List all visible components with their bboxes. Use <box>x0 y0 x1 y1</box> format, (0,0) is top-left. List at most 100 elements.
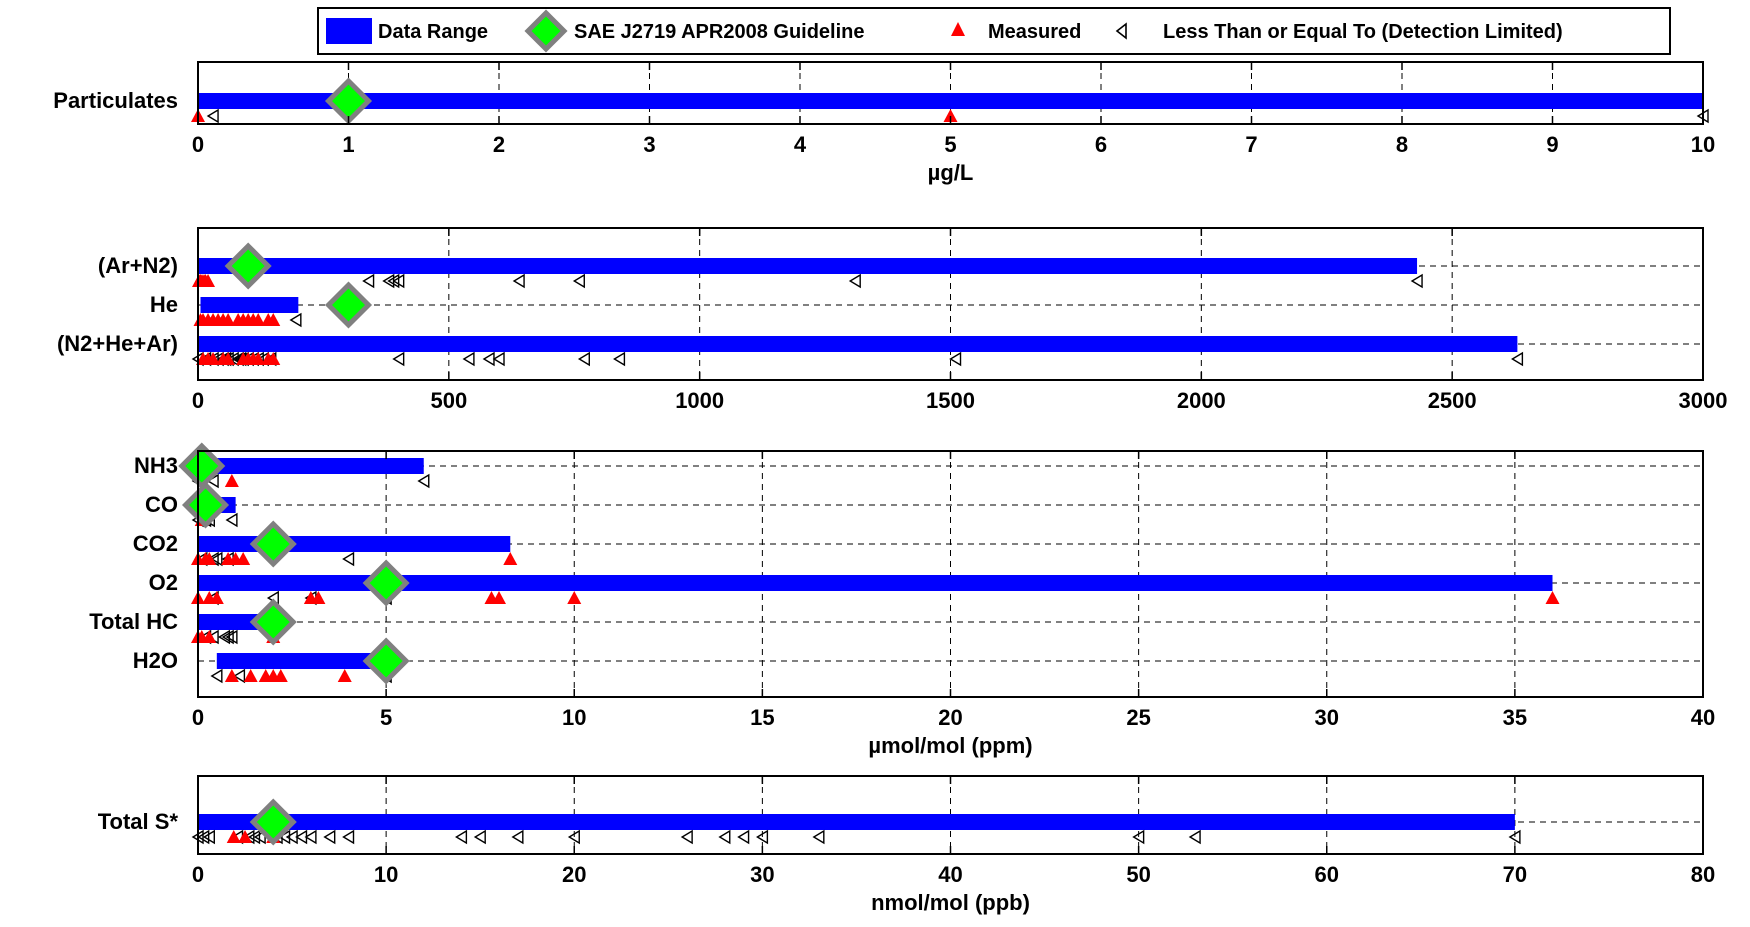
legend-label-range: Data Range <box>378 21 488 43</box>
legend-swatch-guideline <box>524 9 568 53</box>
range-bar <box>198 814 1515 830</box>
measured-point <box>201 274 216 287</box>
row-label: Total S* <box>98 809 179 834</box>
detection-limited-point <box>202 829 215 845</box>
detection-limited-point <box>342 829 355 845</box>
measured-point <box>943 109 958 122</box>
detection-limited-point <box>737 829 750 845</box>
measured-point <box>251 313 266 326</box>
detection-limited-point <box>1508 829 1521 845</box>
detection-limited-point <box>387 273 400 289</box>
row-label: He <box>150 292 178 317</box>
x-axis-label: nmol/mol (ppb) <box>871 890 1030 915</box>
row-label: O2 <box>149 570 178 595</box>
detection-limited-point <box>848 273 861 289</box>
detection-limited-point <box>1188 829 1201 845</box>
x-tick-label: 80 <box>1691 862 1715 887</box>
detection-limited-point <box>233 668 246 684</box>
measured-point <box>337 669 352 682</box>
panel-2: (Ar+N2) He (N2+He+Ar) 0 500 1000 1500 2000 2500 3… <box>57 227 1728 413</box>
row-label: CO2 <box>133 531 178 556</box>
measured-point <box>226 830 241 843</box>
detection-limited-point <box>1132 829 1145 845</box>
x-tick-label: 1500 <box>926 388 975 413</box>
guideline-marker <box>362 559 410 607</box>
x-tick-label: 25 <box>1126 705 1150 730</box>
detection-limited-point <box>572 273 585 289</box>
row-label: Total HC <box>89 609 178 634</box>
measured-point <box>266 313 281 326</box>
x-tick-label: 60 <box>1315 862 1339 887</box>
x-tick-label: 20 <box>562 862 586 887</box>
measured-point <box>492 591 506 604</box>
range-bar <box>198 614 270 630</box>
x-tick-label: 8 <box>1396 132 1408 157</box>
legend-swatch-measured <box>951 22 965 36</box>
x-tick-label: 50 <box>1126 862 1150 887</box>
measured-point <box>202 630 217 643</box>
legend-label-detection: Less Than or Equal To (Detection Limited… <box>1163 21 1563 43</box>
legend: Data Range SAE J2719 APR2008 Guideline M… <box>317 7 1671 55</box>
x-tick-label: 3000 <box>1679 388 1728 413</box>
plots: Particulates 0 1 2 3 4 5 6 7 8 9 10 µg/L (Ar+N2) He (N2… <box>53 61 1728 915</box>
x-tick-label: 0 <box>192 705 204 730</box>
detection-limited-point <box>567 829 580 845</box>
legend-swatch-range <box>326 18 372 44</box>
measured-point <box>221 352 236 365</box>
detection-limited-point <box>225 629 238 645</box>
range-bar <box>200 297 299 313</box>
row-label: (Ar+N2) <box>98 253 178 278</box>
x-tick-label: 1 <box>342 132 354 157</box>
measured-point <box>224 474 239 487</box>
x-axis-label: µg/L <box>928 160 974 185</box>
measured-point <box>243 669 258 682</box>
x-tick-label: 10 <box>374 862 398 887</box>
range-bar <box>198 536 511 552</box>
measured-point <box>202 552 217 565</box>
detection-limited-point <box>812 829 825 845</box>
detection-limited-point <box>323 829 336 845</box>
x-tick-label: 5 <box>944 132 956 157</box>
x-tick-label: 0 <box>192 132 204 157</box>
detection-limited-point <box>577 351 590 367</box>
panel-4: Total S* 0 10 20 30 40 50 60 70 80 nmol/mol (ppb) <box>98 775 1715 915</box>
detection-limited-point <box>512 273 525 289</box>
measured-point <box>206 352 221 365</box>
detection-limited-point <box>342 551 355 567</box>
guideline-marker <box>224 242 272 290</box>
detection-limited-point <box>455 829 468 845</box>
x-tick-label: 7 <box>1245 132 1257 157</box>
legend-label-guideline: SAE J2719 APR2008 Guideline <box>574 21 865 43</box>
guideline-marker <box>324 77 373 125</box>
guideline-marker <box>362 637 410 685</box>
detection-limited-point <box>680 829 693 845</box>
detection-limited-point <box>289 312 302 328</box>
guideline-marker <box>181 481 230 529</box>
detection-limited-point <box>248 829 261 845</box>
detection-limited-point <box>718 829 731 845</box>
x-axis-label: µmol/mol (ppm) <box>868 733 1032 758</box>
detection-limited-point <box>210 668 223 684</box>
measured-point <box>238 830 253 843</box>
row-label: NH3 <box>134 453 178 478</box>
x-tick-label: 20 <box>938 705 962 730</box>
detection-limited-point <box>482 351 495 367</box>
panel-3: NH3 CO CO2 O2 Total HC H2O 0 5 10 15 20 25 30 35 40 µmo… <box>89 442 1715 758</box>
measured-point <box>273 669 288 682</box>
detection-limited-point <box>756 829 769 845</box>
detection-limited-point <box>206 108 219 124</box>
detection-limited-point <box>225 512 238 528</box>
guideline-marker <box>249 798 297 846</box>
detection-limited-point <box>362 273 375 289</box>
x-tick-label: 3 <box>643 132 655 157</box>
x-tick-label: 2 <box>493 132 505 157</box>
x-tick-label: 30 <box>1315 705 1339 730</box>
detection-limited-point <box>492 351 505 367</box>
guideline-marker <box>249 520 297 568</box>
detection-limited-point <box>949 351 962 367</box>
detection-limited-point <box>613 351 626 367</box>
x-tick-label: 1000 <box>675 388 724 413</box>
x-tick-label: 2000 <box>1177 388 1226 413</box>
detection-limited-point <box>392 351 405 367</box>
row-label: H2O <box>133 648 178 673</box>
